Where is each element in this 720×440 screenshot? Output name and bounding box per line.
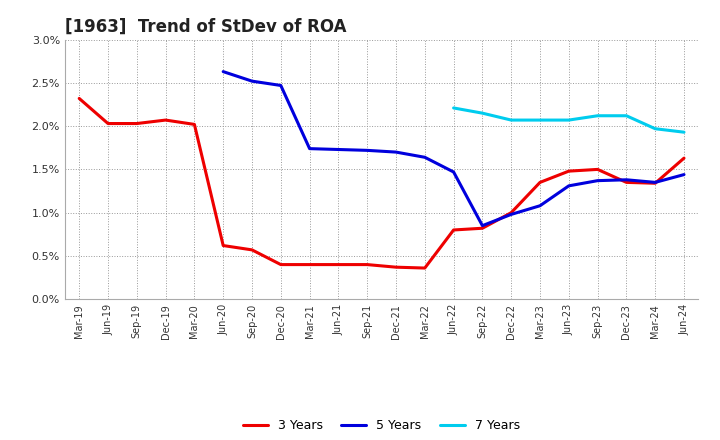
3 Years [478,226,487,231]
3 Years [132,121,141,126]
3 Years [75,96,84,101]
7 Years [593,113,602,118]
7 Years [564,117,573,123]
7 Years [651,126,660,132]
3 Years [219,243,228,248]
5 Years [564,183,573,188]
5 Years [248,78,256,84]
Legend: 3 Years, 5 Years, 7 Years: 3 Years, 5 Years, 7 Years [238,414,526,437]
3 Years [680,155,688,161]
Line: 5 Years: 5 Years [223,72,684,226]
3 Years [190,122,199,127]
7 Years [622,113,631,118]
3 Years [392,264,400,270]
3 Years [248,247,256,253]
5 Years [334,147,343,152]
5 Years [507,212,516,217]
3 Years [564,169,573,174]
5 Years [392,150,400,155]
5 Years [680,172,688,177]
3 Years [449,227,458,233]
5 Years [651,180,660,185]
3 Years [507,210,516,215]
5 Years [593,178,602,183]
3 Years [305,262,314,267]
5 Years [305,146,314,151]
3 Years [420,265,429,271]
5 Years [622,177,631,183]
3 Years [276,262,285,267]
5 Years [420,154,429,160]
3 Years [536,180,544,185]
7 Years [680,129,688,135]
7 Years [507,117,516,123]
3 Years [334,262,343,267]
5 Years [363,148,372,153]
7 Years [478,110,487,116]
3 Years [651,180,660,186]
5 Years [276,83,285,88]
Line: 3 Years: 3 Years [79,99,684,268]
5 Years [219,69,228,74]
7 Years [536,117,544,123]
Text: [1963]  Trend of StDev of ROA: [1963] Trend of StDev of ROA [65,17,346,35]
3 Years [161,117,170,123]
7 Years [449,105,458,110]
5 Years [536,203,544,209]
5 Years [449,169,458,175]
3 Years [622,180,631,185]
3 Years [363,262,372,267]
Line: 7 Years: 7 Years [454,108,684,132]
3 Years [104,121,112,126]
3 Years [593,167,602,172]
5 Years [478,223,487,228]
